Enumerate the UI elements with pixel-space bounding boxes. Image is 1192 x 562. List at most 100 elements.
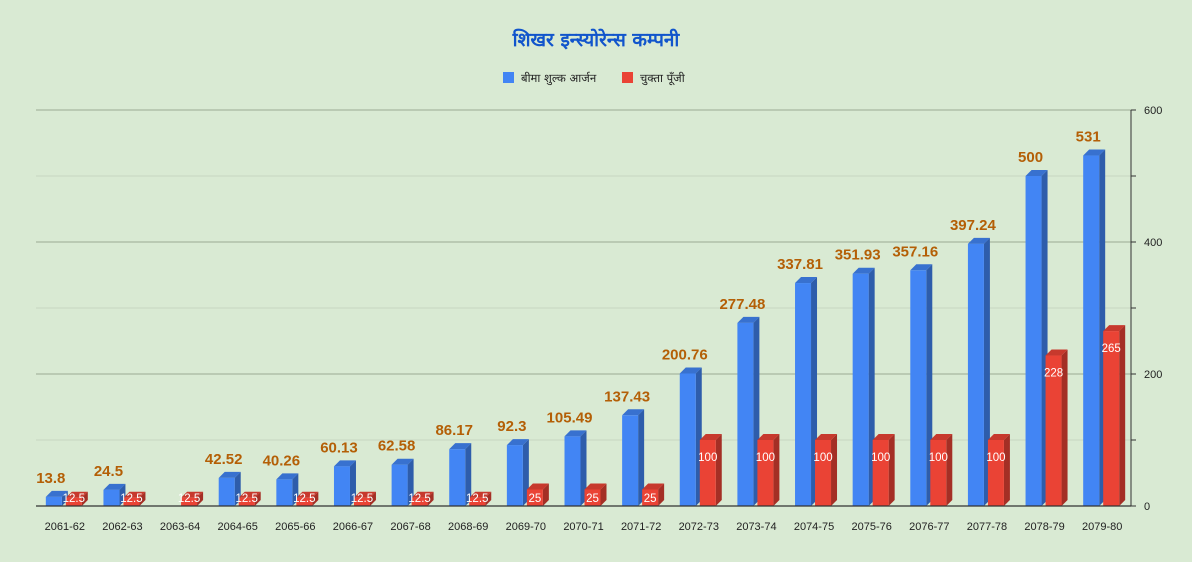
bar-2071-72-capital: [642, 483, 665, 506]
bar-2079-80-capital-front: [1103, 331, 1120, 506]
bar-2066-67-insurance: [333, 460, 356, 506]
bar-2061-62-insurance-front: [45, 496, 62, 506]
bar-2073-74-capital-front: [757, 440, 774, 506]
bar-2077-78-capital: [987, 434, 1010, 506]
bar-2064-65-capital-top: [238, 491, 261, 498]
bar-2077-78-capital-front: [987, 440, 1004, 506]
bar-2065-66-capital: [296, 491, 319, 506]
bar-2069-70-capital-front: [526, 489, 543, 506]
x-tick-label: 2065-66: [275, 521, 315, 533]
bar-2069-70-capital-top: [526, 483, 549, 490]
bar-2072-73-capital-front: [699, 440, 716, 506]
bar-2066-67-capital-top: [353, 491, 376, 498]
bar-2068-69-insurance-side: [465, 443, 472, 506]
x-tick-label: 2070-71: [563, 521, 603, 533]
legend-label: चुक्ता पूँजी: [640, 71, 686, 86]
bar-2069-70-insurance-front: [506, 445, 523, 506]
data-label: 40.26: [263, 452, 301, 469]
bar-2079-80-capital-side: [1119, 325, 1126, 506]
bar-2061-62-capital-side: [81, 491, 88, 506]
bar-2069-70-insurance: [506, 439, 529, 506]
x-tick-label: 2064-65: [218, 521, 258, 533]
bar-2066-67-insurance-side: [349, 460, 356, 506]
data-label: 25: [528, 493, 541, 505]
bar-2067-68-capital: [411, 491, 434, 506]
bar-2071-72-insurance-top: [622, 409, 645, 416]
bar-2078-79-capital-top: [1045, 349, 1068, 356]
data-label: 42.52: [205, 451, 243, 468]
bar-2073-74-capital-side: [773, 434, 780, 506]
bar-2061-62-insurance-side: [61, 490, 68, 506]
x-tick-label: 2061-62: [45, 521, 85, 533]
bar-2078-79-insurance-front: [1025, 176, 1042, 506]
bar-2070-71-capital-side: [600, 483, 607, 506]
bar-2061-62-capital-top: [65, 491, 88, 498]
bar-2062-63-capital-side: [139, 491, 146, 506]
bar-2072-73-capital-side: [715, 434, 722, 506]
bar-2070-71-capital-top: [584, 483, 607, 490]
data-label: 92.3: [497, 418, 526, 435]
bar-2062-63-capital: [123, 491, 146, 506]
data-label: 200.76: [662, 346, 708, 363]
data-label: 24.5: [94, 463, 123, 480]
bar-2077-78-insurance-front: [967, 243, 984, 506]
bar-2078-79-insurance-top: [1025, 170, 1048, 176]
x-tick-label: 2068-69: [448, 521, 488, 533]
bar-2076-77-capital-front: [930, 440, 947, 506]
x-tick-label: 2072-73: [679, 521, 719, 533]
bar-2070-71-insurance: [564, 430, 587, 506]
bar-2072-73-capital: [699, 434, 722, 506]
bar-2073-74-capital: [757, 434, 780, 506]
bar-2071-72-capital-top: [642, 483, 665, 490]
legend: बीमा शुल्क आर्जन चुक्ता पूँजी: [503, 71, 686, 86]
bar-2067-68-insurance: [391, 458, 414, 506]
data-label: 531: [1076, 129, 1101, 146]
bar-2076-77-capital-side: [946, 434, 953, 506]
data-label: 12.5: [178, 493, 200, 505]
data-label: 137.43: [604, 388, 650, 405]
data-label: 100: [698, 452, 717, 464]
data-label: 265: [1102, 343, 1121, 355]
data-label: 100: [929, 452, 948, 464]
bar-2077-78-insurance-top: [967, 237, 990, 244]
bar-2075-76-insurance: [852, 267, 875, 506]
x-tick-label: 2069-70: [506, 521, 546, 533]
data-label: 105.49: [547, 409, 593, 426]
x-tick-label: 2074-75: [794, 521, 834, 533]
bar-2065-66-capital-top: [296, 491, 319, 498]
bar-2068-69-capital-front: [469, 497, 486, 506]
bar-2062-63-capital-front: [123, 497, 140, 506]
bar-2076-77-capital: [930, 434, 953, 506]
bar-2078-79-capital-side: [1061, 349, 1068, 506]
bar-2071-72-insurance-side: [638, 409, 645, 506]
data-label: 12.5: [293, 493, 315, 505]
data-label: 277.48: [719, 296, 765, 313]
bar-2063-64-capital-front: [181, 497, 198, 506]
bar-2074-75-capital-side: [831, 434, 838, 506]
bar-2064-65-insurance-front: [218, 477, 235, 506]
data-label: 12.5: [120, 493, 142, 505]
data-label: 86.17: [435, 422, 473, 439]
bar-2067-68-capital-front: [411, 497, 428, 506]
legend-swatch: [622, 72, 633, 83]
bar-2065-66-capital-front: [296, 497, 313, 506]
bar-2066-67-capital: [353, 491, 376, 506]
bar-2073-74-insurance-front: [737, 322, 754, 506]
x-tick-label: 2063-64: [160, 521, 200, 533]
bar-2074-75-capital-front: [815, 440, 832, 506]
bar-2075-76-insurance-front: [852, 273, 869, 506]
bar-2074-75-insurance: [795, 277, 818, 506]
bar-2069-70-capital-side: [542, 483, 549, 506]
x-tick-label: 2062-63: [102, 521, 142, 533]
bar-2078-79-insurance: [1025, 170, 1048, 506]
bar-2069-70-capital: [526, 483, 549, 506]
bar-2074-75-capital: [815, 434, 838, 506]
bar-2061-62-capital-front: [65, 497, 82, 506]
x-tick-label: 2073-74: [736, 521, 776, 533]
data-label: 100: [813, 452, 832, 464]
bar-2076-77-insurance-top: [910, 264, 933, 271]
bar-2070-71-insurance-front: [564, 436, 581, 506]
chart-title: शिखर इन्स्योरेन्स कम्पनी: [512, 28, 681, 51]
